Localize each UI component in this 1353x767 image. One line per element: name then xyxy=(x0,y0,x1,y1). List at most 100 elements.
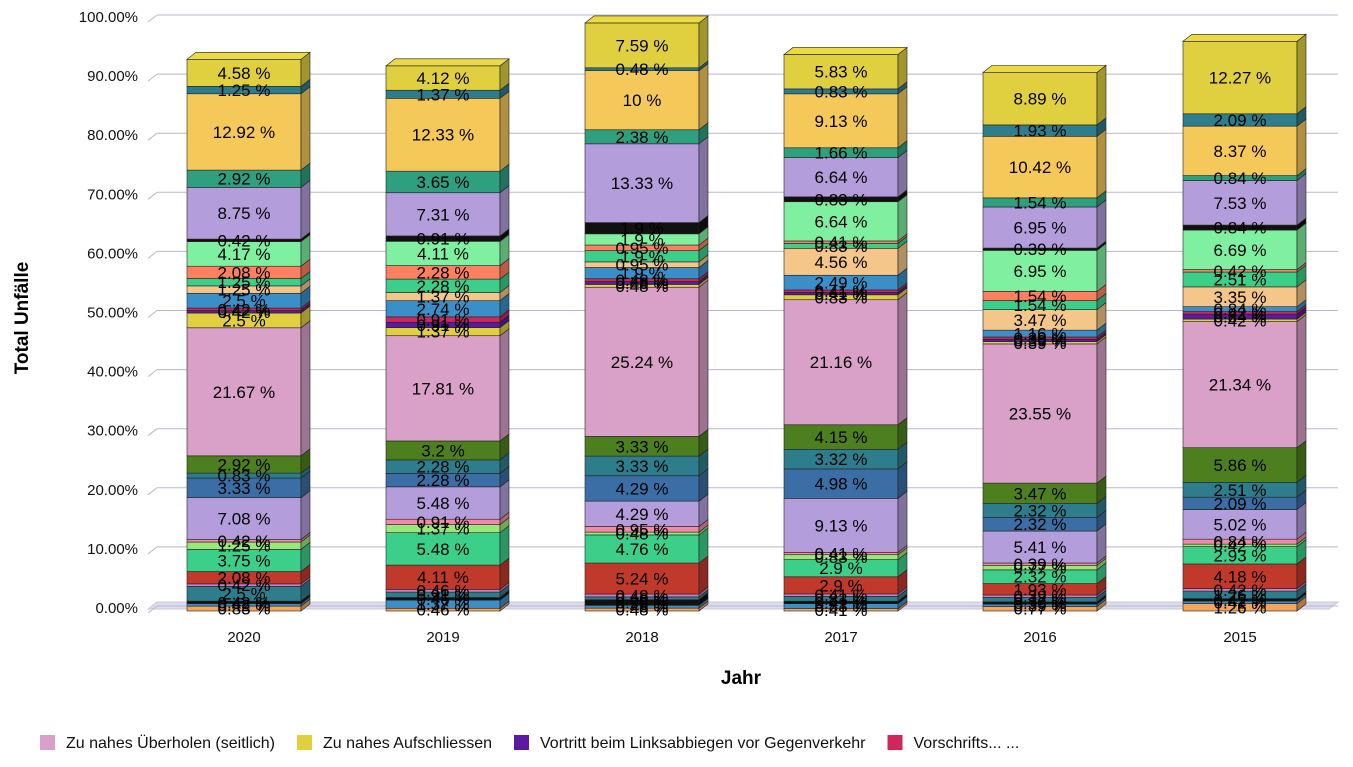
segment-value-label: 0.48 % xyxy=(616,60,669,79)
segment-value-label: 1.37 % xyxy=(417,595,470,614)
x-tick-label: 2019 xyxy=(426,629,459,646)
bar-segment xyxy=(584,15,709,69)
segment-value-label: 4.76 % xyxy=(616,540,669,559)
segment-value-label: 1.54 % xyxy=(1014,287,1067,306)
segment-value-label: 3.33 % xyxy=(616,457,669,476)
segment-value-label: 1.37 % xyxy=(417,323,470,342)
segment-value-label: 2.38 % xyxy=(616,128,669,147)
segment-value-label: 1.25 % xyxy=(218,281,271,300)
gridline-diagonal xyxy=(147,487,158,496)
segment-value-label: 0.83 % xyxy=(815,288,868,307)
legend-label: Vortritt beim Linksabbiegen vor Gegenver… xyxy=(540,735,866,752)
bar-segment xyxy=(186,86,311,171)
bar-segment xyxy=(584,468,709,502)
segment-value-label: 7.59 % xyxy=(616,36,669,55)
bar-segment-side xyxy=(897,490,908,553)
bar-segment-front xyxy=(982,136,1098,199)
segment-value-label: 2.28 % xyxy=(417,277,470,296)
segment-value-label: 0.77 % xyxy=(1014,591,1067,610)
segment-value-label: 7.53 % xyxy=(1214,194,1267,213)
segment-value-label: 0.42 % xyxy=(218,593,271,612)
segment-value-label: 3.65 % xyxy=(417,173,470,192)
legend-item: Zu nahes Überholen (seitlich) xyxy=(40,734,275,752)
segment-value-label: 0.39 % xyxy=(1014,334,1067,353)
bar-segment xyxy=(186,541,311,573)
y-tick-label: 90.00% xyxy=(87,68,138,85)
gridline-diagonal xyxy=(147,605,158,614)
legend-item: Zu nahes Aufschliessen xyxy=(297,735,492,752)
legend-label: Zu nahes Aufschliessen xyxy=(323,735,492,752)
segment-value-label: 0.83 % xyxy=(815,82,868,101)
segment-value-label: 1.54 % xyxy=(1014,193,1067,212)
gridline-diagonal xyxy=(147,546,158,555)
segment-value-label: 5.83 % xyxy=(815,63,868,82)
y-tick-label: 60.00% xyxy=(87,245,138,262)
bar-segment-front xyxy=(1182,321,1298,449)
bar-segment-front xyxy=(186,93,302,171)
segment-value-label: 3.47 % xyxy=(1014,311,1067,330)
bar-segment xyxy=(1182,118,1307,177)
bar-segment-side xyxy=(897,149,908,198)
bar-segment-side xyxy=(499,90,510,172)
segment-value-label: 4.12 % xyxy=(417,69,470,88)
bar-segment xyxy=(584,136,709,224)
gridline-diagonal xyxy=(147,73,158,82)
segment-value-label: 12.33 % xyxy=(412,126,474,145)
segment-value-label: 1.26 % xyxy=(1214,586,1267,605)
legend-swatch xyxy=(887,735,903,750)
bar-segment xyxy=(385,433,510,461)
bar-segment xyxy=(982,199,1107,249)
segment-value-label: 0.41 % xyxy=(815,601,868,620)
segment-value-label: 2.09 % xyxy=(1214,111,1267,130)
bar-segment xyxy=(982,575,1107,596)
segment-value-label: 0.83 % xyxy=(815,597,868,616)
bar-segment-side xyxy=(1096,128,1107,199)
segment-value-label: 1.25 % xyxy=(218,273,271,292)
bar-segment-side xyxy=(897,86,908,149)
segment-value-label: 0.42 % xyxy=(1214,591,1267,610)
bar-segment-side xyxy=(698,15,709,69)
segment-value-label: 0.91 % xyxy=(417,230,470,249)
bar-segment-side xyxy=(300,490,311,541)
segment-value-label: 10.42 % xyxy=(1009,158,1071,177)
bar-segment-front xyxy=(982,530,1098,564)
bar-segment-side xyxy=(1296,313,1307,449)
bar-segment xyxy=(1182,279,1307,308)
x-axis-ticks: 2020 2019 2018 2017 2016 2015 xyxy=(227,629,1256,646)
segment-value-label: 2.5 % xyxy=(222,585,265,604)
y-tick-label: 20.00% xyxy=(87,482,138,499)
bar-segment xyxy=(385,163,510,194)
bar-segment-side xyxy=(698,136,709,224)
gridline-diagonal xyxy=(147,251,158,259)
segment-value-label: 21.34 % xyxy=(1209,376,1271,395)
bar-segment-front xyxy=(1182,509,1298,540)
bar-segment-front xyxy=(1182,125,1298,176)
segment-value-label: 2.5 % xyxy=(222,292,265,311)
segment-value-label: 1.9 % xyxy=(620,264,663,283)
segment-value-label: 0.95 % xyxy=(616,594,669,613)
gridline-diagonal xyxy=(147,132,158,141)
segment-value-label: 0.41 % xyxy=(815,233,868,252)
bar-segment-side xyxy=(1296,222,1307,271)
segment-value-label: 1.37 % xyxy=(417,85,470,104)
segment-value-label: 1.37 % xyxy=(417,288,470,307)
segment-value-label: 4.15 % xyxy=(815,428,868,447)
segment-value-label: 6.95 % xyxy=(1014,262,1067,281)
segment-value-label: 0.42 % xyxy=(218,300,271,319)
bar-segment-front xyxy=(1182,563,1298,589)
segment-value-label: 2.28 % xyxy=(417,263,470,282)
segment-value-label: 2.49 % xyxy=(815,274,868,293)
bar-segment xyxy=(1182,222,1307,271)
bar-top-face xyxy=(783,47,908,55)
legend-swatch xyxy=(514,735,529,750)
bar-segment-front xyxy=(783,93,899,149)
bar-segment-side xyxy=(1096,64,1107,126)
segment-value-label: 0.84 % xyxy=(1214,219,1267,238)
segment-value-label: 4.29 % xyxy=(616,479,669,498)
bar-segment xyxy=(1182,593,1307,605)
segment-value-label: 5.41 % xyxy=(1014,538,1067,557)
legend-item: Vorschrifts... ... xyxy=(887,735,1019,752)
bar-segment-front xyxy=(385,564,501,590)
bar-segment xyxy=(982,496,1107,518)
legend: Zu nahes Überholen (seitlich) Zu nahes Au… xyxy=(40,734,1019,752)
